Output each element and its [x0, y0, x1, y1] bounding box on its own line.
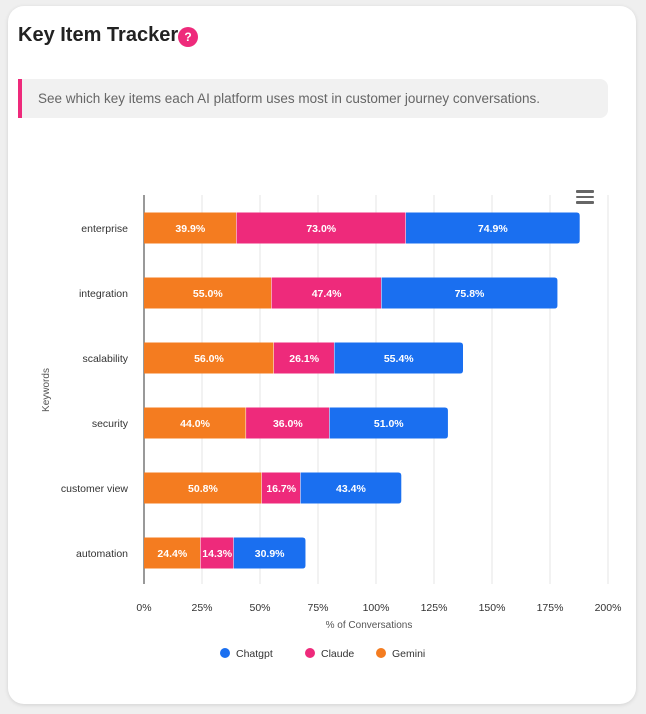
menu-line	[576, 195, 594, 199]
y-tick-label: scalability	[82, 353, 128, 365]
hamburger-menu-icon[interactable]	[576, 190, 594, 206]
data-label: 75.8%	[455, 288, 485, 300]
bar-segment-gemini	[144, 212, 237, 244]
chart-legend: Chatgpt Claude Gemini	[0, 648, 646, 664]
data-label: 55.4%	[384, 353, 414, 365]
x-tick-label: 50%	[249, 602, 270, 614]
x-tick-label: 175%	[537, 602, 564, 614]
description-banner: See which key items each AI platform use…	[18, 79, 608, 118]
legend-label: Claude	[321, 648, 355, 660]
y-tick-label: integration	[79, 288, 128, 300]
legend-marker	[220, 648, 230, 658]
bar-segment-chatgpt	[405, 212, 580, 244]
legend-label: Gemini	[392, 648, 426, 660]
legend-item-chatgpt[interactable]: Chatgpt	[220, 648, 273, 660]
bar-segment-chatgpt	[300, 472, 402, 504]
data-label: 47.4%	[312, 288, 342, 300]
data-label: 55.0%	[193, 288, 223, 300]
y-tick-label: automation	[76, 548, 128, 560]
x-tick-label: 25%	[191, 602, 212, 614]
y-tick-label: security	[92, 418, 129, 430]
help-icon[interactable]: ?	[178, 27, 198, 47]
bar-segment-chatgpt	[381, 277, 558, 309]
data-label: 51.0%	[374, 418, 404, 430]
bar-segment-gemini	[144, 537, 201, 569]
x-axis-title: % of Conversations	[326, 620, 413, 631]
x-tick-label: 150%	[479, 602, 506, 614]
y-axis-title: Keywords	[41, 368, 52, 412]
data-label: 44.0%	[180, 418, 210, 430]
bar-segment-gemini	[144, 407, 247, 439]
data-label: 50.8%	[188, 483, 218, 495]
legend-marker	[376, 648, 386, 658]
x-tick-label: 125%	[421, 602, 448, 614]
bar-segment-claude	[273, 342, 335, 374]
data-label: 36.0%	[273, 418, 303, 430]
bar-segment-chatgpt	[334, 342, 463, 374]
data-label: 43.4%	[336, 483, 366, 495]
x-tick-label: 200%	[595, 602, 622, 614]
x-tick-label: 0%	[136, 602, 151, 614]
data-label: 26.1%	[289, 353, 319, 365]
bar-segment-claude	[236, 212, 406, 244]
x-tick-label: 75%	[307, 602, 328, 614]
data-label: 74.9%	[478, 223, 508, 235]
y-tick-label: enterprise	[81, 223, 128, 235]
bar-segment-chatgpt	[233, 537, 306, 569]
bar-segment-claude	[261, 472, 301, 504]
y-tick-label: customer view	[61, 483, 129, 495]
bar-segment-chatgpt	[329, 407, 448, 439]
bar-segment-gemini	[144, 277, 272, 309]
bar-segment-gemini	[144, 342, 274, 374]
legend-item-claude[interactable]: Claude	[305, 648, 354, 660]
bar-segment-claude	[246, 407, 330, 439]
legend-item-gemini[interactable]: Gemini	[376, 648, 425, 660]
data-label: 39.9%	[175, 223, 205, 235]
data-label: 14.3%	[202, 548, 232, 560]
menu-line	[576, 201, 594, 204]
legend-label: Chatgpt	[236, 648, 273, 660]
bar-segment-claude	[200, 537, 234, 569]
data-label: 24.4%	[157, 548, 187, 560]
data-label: 56.0%	[194, 353, 224, 365]
menu-line	[576, 190, 594, 193]
bar-segment-claude	[271, 277, 382, 309]
bar-segment-gemini	[144, 472, 262, 504]
legend-marker	[305, 648, 315, 658]
data-label: 30.9%	[255, 548, 285, 560]
page-title: Key Item Tracker	[18, 24, 179, 46]
data-label: 16.7%	[266, 483, 296, 495]
x-tick-label: 100%	[363, 602, 390, 614]
data-label: 73.0%	[306, 223, 336, 235]
